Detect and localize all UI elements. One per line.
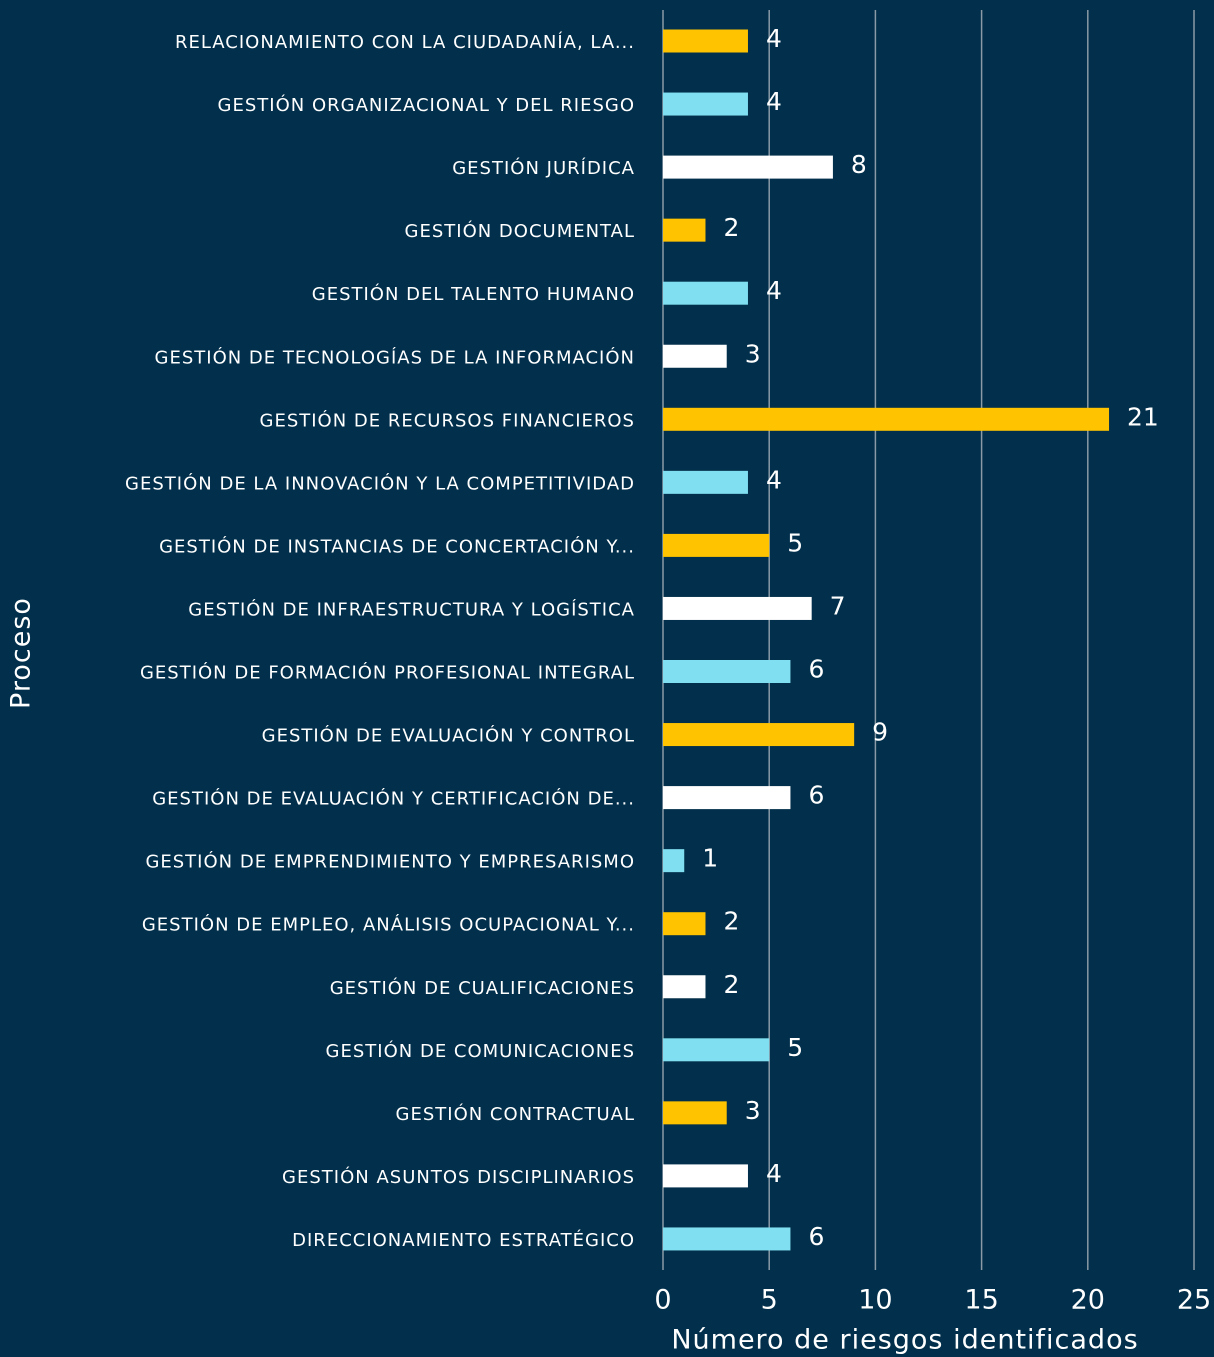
y-tick-label: GESTIÓN DE INFRAESTRUCTURA Y LOGÍSTICA <box>188 598 635 620</box>
x-axis-title: Número de riesgos identificados <box>671 1325 1138 1356</box>
value-label: 2 <box>723 213 739 242</box>
x-tick-label: 5 <box>761 1285 778 1316</box>
bar <box>663 29 748 53</box>
bar <box>663 407 1110 431</box>
value-label: 4 <box>766 276 782 305</box>
value-label: 7 <box>830 591 846 620</box>
value-label: 4 <box>766 87 782 116</box>
y-tick-label: GESTIÓN DE CUALIFICACIONES <box>330 977 635 999</box>
bar <box>663 1164 748 1188</box>
x-tick-label: 25 <box>1177 1285 1211 1316</box>
bar <box>663 723 855 747</box>
y-tick-label: GESTIÓN DEL TALENTO HUMANO <box>312 283 635 305</box>
bar <box>663 1038 770 1062</box>
y-tick-label: GESTIÓN DE INSTANCIAS DE CONCERTACIÓN Y.… <box>159 535 635 557</box>
value-label: 8 <box>851 150 867 179</box>
y-tick-label: GESTIÓN DE RECURSOS FINANCIEROS <box>260 409 636 431</box>
x-tick-label: 15 <box>964 1285 998 1316</box>
bar <box>663 1101 727 1125</box>
value-label: 6 <box>808 655 824 684</box>
y-tick-label: GESTIÓN DE LA INNOVACIÓN Y LA COMPETITIV… <box>125 472 635 494</box>
x-tick-label: 10 <box>858 1285 892 1316</box>
bar <box>663 1227 791 1251</box>
y-tick-label: GESTIÓN DE EMPRENDIMIENTO Y EMPRESARISMO <box>145 851 635 873</box>
y-tick-label: GESTIÓN DE COMUNICACIONES <box>326 1040 635 1062</box>
bar <box>663 344 727 368</box>
value-label: 3 <box>745 339 761 368</box>
y-axis-title: Proceso <box>6 597 37 709</box>
value-label: 1 <box>702 844 718 873</box>
y-tick-label: DIRECCIONAMIENTO ESTRATÉGICO <box>292 1229 635 1251</box>
y-tick-label: GESTIÓN DOCUMENTAL <box>405 220 635 242</box>
value-label: 2 <box>723 970 739 999</box>
y-tick-label: GESTIÓN DE EVALUACIÓN Y CERTIFICACIÓN DE… <box>152 788 635 810</box>
bar <box>663 596 812 620</box>
y-tick-label: GESTIÓN ORGANIZACIONAL Y DEL RIESGO <box>218 94 635 116</box>
y-tick-label: GESTIÓN JURÍDICA <box>452 157 635 179</box>
value-label: 5 <box>787 1033 803 1062</box>
bar <box>663 912 706 936</box>
bar <box>663 849 685 873</box>
y-tick-label: GESTIÓN DE FORMACIÓN PROFESIONAL INTEGRA… <box>140 662 635 684</box>
y-tick-label: GESTIÓN DE EVALUACIÓN Y CONTROL <box>262 725 635 747</box>
bar <box>663 533 770 557</box>
bar <box>663 218 706 242</box>
y-tick-label: RELACIONAMIENTO CON LA CIUDADANÍA, LA... <box>175 31 635 53</box>
bar <box>663 281 748 305</box>
bar <box>663 660 791 683</box>
value-label: 21 <box>1127 402 1159 431</box>
bar <box>663 470 748 494</box>
value-label: 2 <box>723 907 739 936</box>
value-label: 5 <box>787 528 803 557</box>
value-label: 6 <box>808 781 824 810</box>
x-tick-label: 20 <box>1071 1285 1105 1316</box>
x-tick-label: 0 <box>654 1285 671 1316</box>
value-label: 4 <box>766 1159 782 1188</box>
value-label: 6 <box>808 1222 824 1251</box>
y-tick-label: GESTIÓN DE EMPLEO, ANÁLISIS OCUPACIONAL … <box>142 914 635 936</box>
value-label: 9 <box>872 718 888 747</box>
bar <box>663 975 706 999</box>
bar <box>663 155 833 179</box>
y-tick-label: GESTIÓN DE TECNOLOGÍAS DE LA INFORMACIÓN <box>155 346 635 368</box>
y-tick-label: GESTIÓN ASUNTOS DISCIPLINARIOS <box>282 1166 635 1188</box>
bar <box>663 92 748 116</box>
value-label: 4 <box>766 24 782 53</box>
value-label: 3 <box>745 1096 761 1125</box>
bar <box>663 786 791 810</box>
y-tick-label: GESTIÓN CONTRACTUAL <box>396 1103 635 1125</box>
value-label: 4 <box>766 465 782 494</box>
